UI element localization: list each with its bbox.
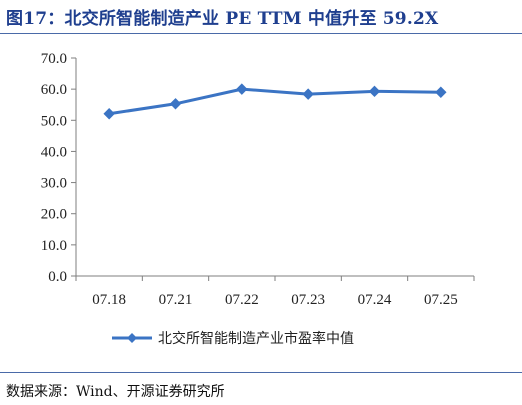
y-tick-label: 20.0 xyxy=(41,207,67,223)
y-tick-label: 60.0 xyxy=(41,82,67,98)
x-tick-label: 07.25 xyxy=(424,292,458,308)
data-point xyxy=(103,108,115,120)
y-ticks: 0.0 10.0 20.0 30.0 40.0 50.0 60.0 70.0 xyxy=(41,51,76,285)
x-tick-label: 07.21 xyxy=(159,292,193,308)
legend-marker xyxy=(127,333,137,343)
source-note: 数据来源：Wind、开源证券研究所 xyxy=(6,384,225,400)
y-tick-label: 50.0 xyxy=(41,113,67,129)
data-point xyxy=(435,86,447,98)
y-tick-label: 70.0 xyxy=(41,51,67,67)
line-chart: 0.010.020.030.040.050.060.070.0 07.18 07.… xyxy=(41,51,475,347)
x-axis: 07.18 07.21 07.22 07.23 07.24 07.25 xyxy=(75,275,475,308)
legend-label: 北交所智能制造产业市盈率中值 xyxy=(158,330,354,347)
series-group xyxy=(103,83,447,120)
x-tick-label: 07.18 xyxy=(92,292,126,308)
data-point xyxy=(236,83,248,95)
series-line xyxy=(108,87,441,116)
legend: 北交所智能制造产业市盈率中值 xyxy=(112,330,354,347)
y-tick-label: 40.0 xyxy=(41,144,67,160)
data-point xyxy=(368,85,381,98)
data-point xyxy=(169,98,182,110)
y-tick-label: 10.0 xyxy=(41,238,67,254)
footer-divider xyxy=(0,372,522,373)
title-divider xyxy=(0,33,522,34)
y-tick-label: 0.0 xyxy=(48,269,67,285)
y-tick-label: 30.0 xyxy=(41,176,67,192)
x-tick-label: 07.23 xyxy=(291,292,325,308)
chart-title: 图17：北交所智能制造产业 PE TTM 中值升至 59.2X xyxy=(6,9,439,29)
x-tick-label: 07.22 xyxy=(225,292,259,308)
x-ticks: 07.18 07.21 07.22 07.23 07.24 07.25 xyxy=(75,276,475,308)
x-tick-label: 07.24 xyxy=(358,292,392,308)
y-axis: 0.0 10.0 20.0 30.0 40.0 50.0 60.0 70.0 xyxy=(41,51,77,285)
data-point xyxy=(302,88,314,100)
